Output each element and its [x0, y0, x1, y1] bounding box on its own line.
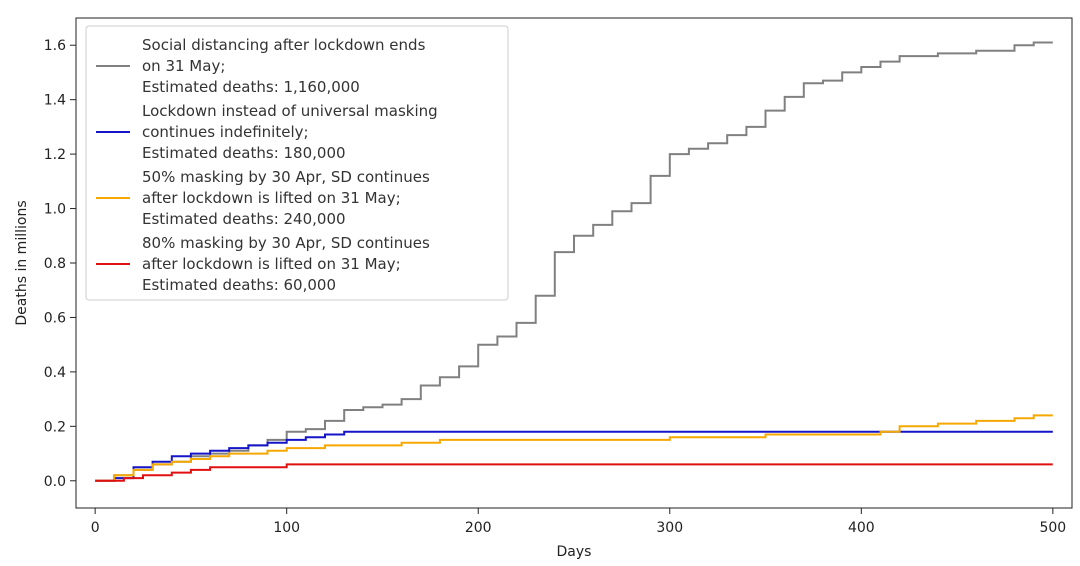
y-tick-label: 0.0 [44, 474, 66, 490]
series-line-4 [95, 463, 1053, 482]
x-tick-label: 400 [848, 520, 875, 536]
y-tick-label: 1.4 [44, 93, 66, 109]
x-tick-label: 300 [656, 520, 683, 536]
axis-layer: 0 100 200 300 400 500 0.0 0.2 0.4 0.6 0.8 1.0 1.2 1.4… [44, 38, 1066, 536]
y-tick-label: 0.6 [44, 310, 66, 326]
y-tick-label: 1.0 [44, 202, 66, 218]
legend-entry-2: Lockdown instead of universal masking con… [142, 102, 438, 162]
legend: Social distancing after lockdown ends on … [85, 25, 509, 301]
x-tick-label: 0 [91, 520, 100, 536]
y-tick-label: 1.2 [44, 147, 66, 163]
y-tick-label: 0.2 [44, 419, 66, 435]
y-tick-label: 1.6 [44, 38, 66, 54]
x-tick-label: 500 [1039, 520, 1066, 536]
series-layer [95, 41, 1053, 482]
legend-entry-4: 80% masking by 30 Apr, SD continues after… [142, 234, 430, 294]
y-axis-label: Deaths in millions [14, 200, 30, 325]
legend-box [85, 25, 509, 301]
x-tick-label: 100 [273, 520, 300, 536]
x-axis-label: Days [557, 544, 592, 560]
y-tick-label: 0.8 [44, 256, 66, 272]
x-tick-label: 200 [465, 520, 492, 536]
legend-entry-3: 50% masking by 30 Apr, SD continues after… [142, 168, 430, 228]
legend-entry-1: Social distancing after lockdown ends on … [142, 36, 426, 96]
series-line-3 [95, 414, 1053, 482]
y-tick-label: 0.4 [44, 365, 66, 381]
